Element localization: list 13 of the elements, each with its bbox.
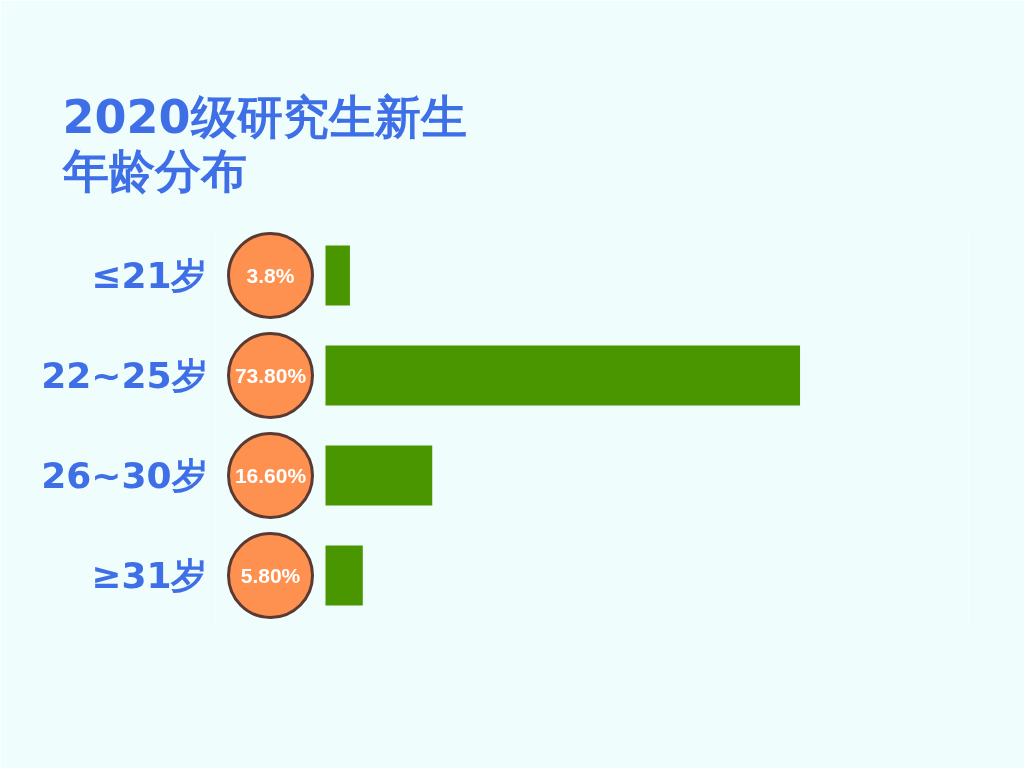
y-tick-label: 22~25岁 — [41, 355, 208, 396]
y-tick-label: ≤21岁 — [91, 255, 208, 296]
bar — [325, 345, 801, 406]
y-tick-label: 26~30岁 — [41, 455, 208, 496]
chart-title: 2020级研究生新生年龄分布 — [60, 90, 467, 198]
data-label: 5.80% — [240, 564, 301, 587]
data-label: 3.8% — [246, 264, 295, 287]
y-tick-label: ≥31岁 — [91, 555, 208, 596]
data-label: 73.80% — [234, 364, 307, 387]
data-label: 16.60% — [234, 464, 307, 487]
bar — [325, 245, 350, 306]
bar — [325, 545, 363, 606]
bar — [325, 445, 433, 506]
